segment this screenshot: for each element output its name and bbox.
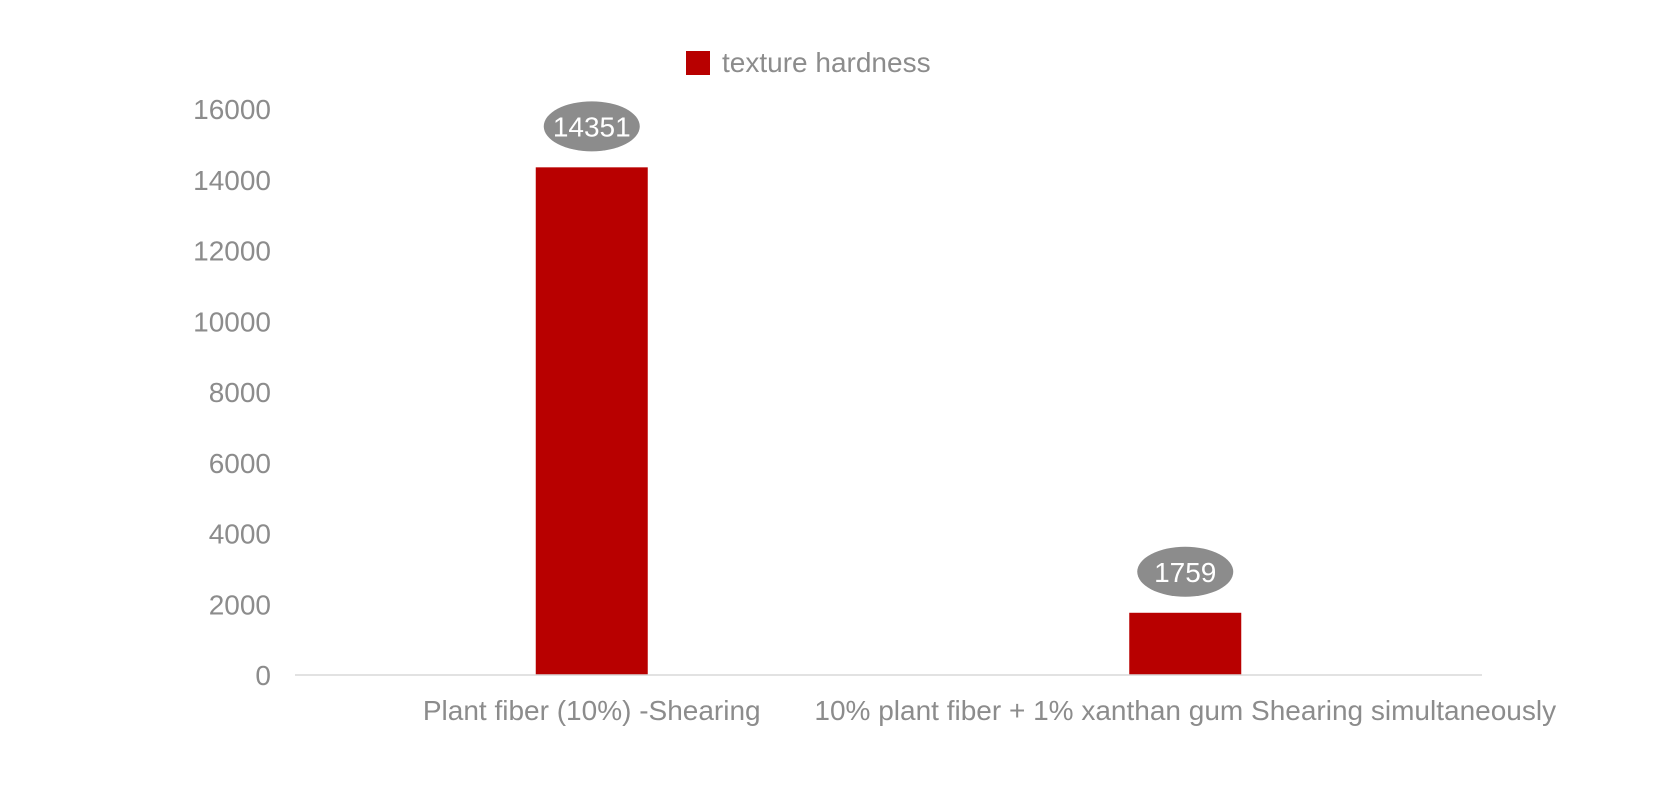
legend-label: texture hardness bbox=[722, 47, 931, 78]
x-axis-categories: Plant fiber (10%) -Shearing 10% plant fib… bbox=[423, 695, 1556, 726]
y-tick-label: 4000 bbox=[209, 519, 271, 550]
y-tick-label: 8000 bbox=[209, 377, 271, 408]
bar bbox=[535, 167, 648, 675]
legend-swatch bbox=[686, 51, 710, 75]
bars bbox=[535, 167, 1242, 675]
data-labels: 14351 1759 bbox=[543, 101, 1234, 597]
x-category-label: 10% plant fiber + 1% xanthan gum Shearin… bbox=[814, 695, 1556, 726]
y-tick-label: 0 bbox=[255, 660, 271, 691]
y-tick-label: 2000 bbox=[209, 589, 271, 620]
legend: texture hardness bbox=[686, 47, 931, 78]
x-category-label: Plant fiber (10%) -Shearing bbox=[423, 695, 761, 726]
data-label-bubble bbox=[1137, 546, 1234, 597]
y-tick-label: 12000 bbox=[193, 236, 271, 267]
bar bbox=[1129, 612, 1242, 675]
data-label-bubble bbox=[543, 101, 640, 152]
data-label: 1759 bbox=[1154, 557, 1216, 588]
y-axis-ticks: 0 2000 4000 6000 8000 10000 12000 14000 16000 bbox=[193, 94, 271, 691]
y-tick-label: 10000 bbox=[193, 306, 271, 337]
y-tick-label: 6000 bbox=[209, 448, 271, 479]
y-tick-label: 16000 bbox=[193, 94, 271, 125]
y-tick-label: 14000 bbox=[193, 165, 271, 196]
data-label: 14351 bbox=[553, 111, 631, 142]
